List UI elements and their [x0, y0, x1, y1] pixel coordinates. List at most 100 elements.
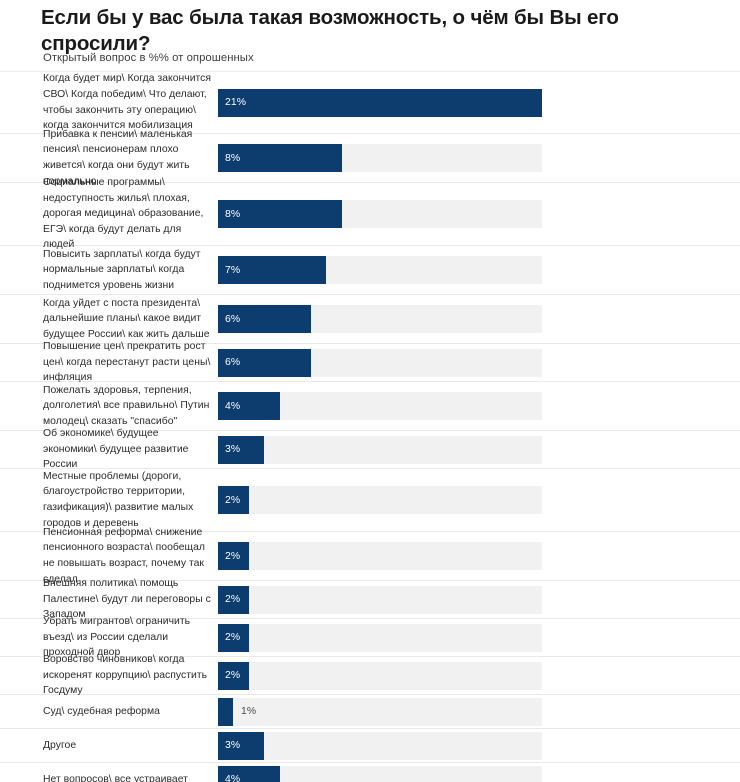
bar-category-label: Нет вопросов\ все устраивает	[43, 773, 188, 782]
bar: 7%	[218, 256, 326, 284]
bar: 21%	[218, 88, 542, 117]
table-row: Местные проблемы (дороги, благоустройств…	[0, 469, 740, 532]
table-row: Повысить зарплаты\ когда будут нормальны…	[0, 246, 740, 295]
bar-track: 2%	[218, 585, 542, 614]
bar-category-label: Повышение цен\ прекратить рост цен\ когд…	[43, 341, 211, 384]
bar: 6%	[218, 348, 311, 377]
bar: 2%	[218, 623, 249, 652]
bar-track: 4%	[218, 392, 542, 420]
bar-value-label: 4%	[225, 774, 241, 782]
table-row: Пожелать здоровья, терпения, долголетия\…	[0, 382, 740, 431]
table-row: Другое 3%	[0, 729, 740, 763]
bar: 2%	[218, 542, 249, 570]
row-spacer	[542, 542, 740, 570]
bar-value-label: 2%	[225, 594, 241, 605]
bar-track: 6%	[218, 348, 542, 377]
bar-value-label: 6%	[225, 313, 241, 325]
bar	[218, 697, 233, 726]
bar-value-label: 2%	[225, 670, 241, 681]
horizontal-bar-chart: Когда будет мир\ Когда закончится СВО\ К…	[0, 71, 740, 782]
bar-track: 3%	[218, 435, 542, 464]
bar-value-label: 1%	[241, 706, 257, 717]
row-spacer	[542, 435, 740, 464]
page-title: Если бы у вас была такая возможность, о …	[41, 6, 619, 56]
bar-track: 2%	[218, 623, 542, 652]
row-spacer	[542, 305, 740, 333]
bar-category-label: Суд\ судебная реформа	[43, 705, 160, 717]
bar-value-label: 3%	[225, 740, 241, 751]
bar-category-label: Когда уйдет с поста президента\ дальнейш…	[43, 297, 210, 340]
table-row: Когда уйдет с поста президента\ дальнейш…	[0, 295, 740, 344]
bar-track: 3%	[218, 731, 542, 760]
bar-category-label: Социальные программы\ недоступность жиль…	[43, 176, 204, 251]
bar: 2%	[218, 661, 249, 690]
bar-category-label: Местные проблемы (дороги, благоустройств…	[43, 470, 194, 529]
row-spacer	[542, 348, 740, 377]
bar-category-label: Пожелать здоровья, терпения, долголетия\…	[43, 384, 210, 427]
row-spacer	[542, 486, 740, 514]
bar-value-label: 2%	[225, 494, 241, 506]
bar-track: 21%	[218, 88, 542, 117]
row-spacer	[542, 697, 740, 726]
row-spacer	[542, 765, 740, 782]
bar-category-label: Внешняя политика\ помощь Палестине\ буду…	[43, 578, 211, 621]
bar-track: 6%	[218, 305, 542, 333]
bar-category-label: Другое	[43, 739, 77, 751]
row-spacer	[542, 585, 740, 614]
bar-value-label: 6%	[225, 357, 241, 368]
bar: 4%	[218, 765, 280, 782]
bar-track: 2%	[218, 486, 542, 514]
table-row: Социальные программы\ недоступность жиль…	[0, 177, 740, 250]
bar-value-label: 2%	[225, 632, 241, 643]
bar-category-label: Повысить зарплаты\ когда будут нормальны…	[43, 248, 201, 291]
bar: 6%	[218, 305, 311, 333]
bar-value-label: 21%	[225, 97, 247, 108]
bar: 3%	[218, 731, 264, 760]
row-spacer	[542, 88, 740, 117]
bar-category-label: Воровство чиновников\ когда искоренят ко…	[43, 654, 208, 697]
bar-value-label: 3%	[225, 444, 241, 455]
bar-track: 8%	[218, 144, 542, 172]
table-row: Суд\ судебная реформа 1%	[0, 695, 740, 729]
bar-track: 2%	[218, 661, 542, 690]
bar-category-label: Об экономике\ будущее экономики\ будущее…	[43, 428, 189, 471]
bar-track: 2%	[218, 542, 542, 570]
table-row: Нет вопросов\ все устраивает 4%	[0, 763, 740, 782]
bar: 2%	[218, 486, 249, 514]
table-row: Повышение цен\ прекратить рост цен\ когд…	[0, 341, 740, 383]
bar: 8%	[218, 144, 342, 172]
bar-value-label: 4%	[225, 400, 241, 412]
bar-track: 4%	[218, 765, 542, 782]
table-row: Когда будет мир\ Когда закончится СВО\ К…	[0, 71, 740, 134]
bar-track: 1%	[218, 697, 542, 726]
bar: 2%	[218, 585, 249, 614]
table-row: Воровство чиновников\ когда искоренят ко…	[0, 654, 740, 696]
table-row: Об экономике\ будущее экономики\ будущее…	[0, 428, 740, 470]
row-spacer	[542, 623, 740, 652]
row-spacer	[542, 661, 740, 690]
table-row: Пенсионная реформа\ снижение пенсионного…	[0, 527, 740, 585]
bar-value-label: 8%	[225, 208, 241, 220]
bar: 3%	[218, 435, 264, 464]
bar: 4%	[218, 392, 280, 420]
bar-category-label: Пенсионная реформа\ снижение пенсионного…	[43, 526, 205, 585]
row-spacer	[542, 144, 740, 172]
table-row: Внешняя политика\ помощь Палестине\ буду…	[0, 578, 740, 620]
row-spacer	[542, 392, 740, 420]
bar-track: 7%	[218, 256, 542, 284]
bar-value-label: 7%	[225, 264, 241, 276]
bar-value-label: 8%	[225, 152, 241, 164]
bar-track: 8%	[218, 200, 542, 228]
bar-value-label: 2%	[225, 550, 241, 562]
row-spacer	[542, 731, 740, 760]
row-spacer	[542, 256, 740, 284]
bar-category-label: Когда будет мир\ Когда закончится СВО\ К…	[43, 73, 212, 132]
bar-category-label: Прибавка к пенсии\ маленькая пенсия\ пен…	[43, 128, 193, 187]
chart-subtitle: Открытый вопрос в %% от опрошенных	[43, 52, 254, 64]
table-row: Прибавка к пенсии\ маленькая пенсия\ пен…	[0, 129, 740, 187]
bar: 8%	[218, 200, 342, 228]
table-row: Убрать мигрантов\ ограничить въезд\ из Р…	[0, 616, 740, 658]
row-spacer	[542, 200, 740, 228]
bar-category-label: Убрать мигрантов\ ограничить въезд\ из Р…	[43, 616, 191, 659]
